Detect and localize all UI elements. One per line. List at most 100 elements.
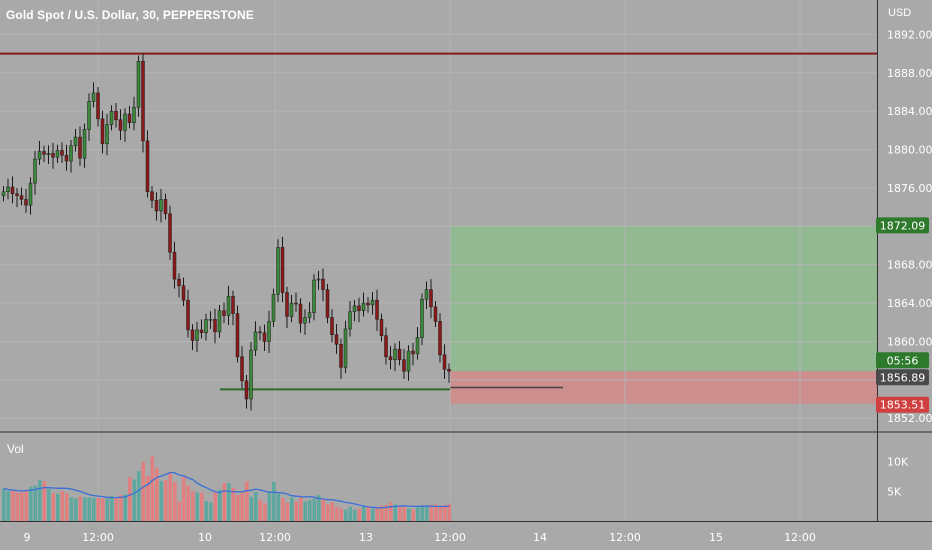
volume-tick-label: 10K [887, 456, 909, 469]
volume-bar [24, 489, 29, 521]
candle-body [231, 296, 235, 314]
time-tick-label: 13 [359, 531, 373, 544]
volume-bar [348, 506, 353, 521]
volume-bar [168, 473, 173, 521]
candle-body [28, 182, 33, 206]
volume-bar [87, 497, 92, 521]
volume-bar [11, 490, 15, 521]
volume-bar [2, 488, 6, 521]
candle-body [24, 199, 28, 206]
volume-bar [200, 492, 204, 521]
volume-bar [375, 507, 380, 521]
candle-body [159, 199, 163, 212]
volume-bar [299, 497, 303, 521]
candle-body [415, 337, 420, 355]
volume-bar [132, 479, 137, 521]
volume-bar [429, 504, 434, 521]
candle-body [352, 305, 357, 312]
volume-bar [380, 505, 384, 521]
candle-body [357, 305, 361, 311]
candle-body [141, 61, 145, 142]
volume-bar [330, 502, 335, 521]
candle-body [177, 278, 181, 287]
candle-body [258, 331, 262, 334]
price-axis[interactable]: 1892.00 1888.00 1884.00 1880.00 1876.00 1868.… [887, 28, 932, 498]
candle-body [235, 313, 240, 358]
candle-body [226, 296, 231, 316]
price-tick-label: 1888.00 [887, 67, 932, 80]
price-tick-label: 1852.00 [887, 412, 932, 425]
candle-body [348, 311, 352, 330]
candle-body [199, 329, 204, 334]
candle-body [420, 298, 424, 338]
candle-body [204, 319, 208, 334]
volume-tick-label: 5K [887, 485, 902, 498]
volume-series [2, 456, 452, 521]
volume-bar [254, 491, 258, 521]
volume-bar [65, 493, 69, 521]
candle-body [109, 110, 114, 125]
target-price-badge-bg [876, 217, 929, 234]
candle-body [316, 278, 321, 281]
volume-bar [411, 509, 416, 521]
volume-bar [335, 506, 339, 521]
candle-body [271, 294, 276, 322]
candle-body [289, 302, 294, 317]
candle-body [123, 113, 127, 131]
volume-pane-label: Vol [7, 442, 24, 456]
candle-body [384, 335, 388, 358]
candle-body [397, 348, 402, 360]
candle-body [10, 186, 15, 194]
volume-bar [213, 492, 218, 521]
candle-body [1, 191, 6, 196]
volume-bar [137, 471, 141, 521]
volume-bar [15, 492, 20, 521]
volume-bar [389, 502, 393, 521]
candle-body [393, 348, 397, 360]
time-tick-label: 12:00 [82, 531, 114, 544]
candle-body [69, 145, 73, 162]
candle-body [222, 310, 226, 316]
candle-body [64, 155, 69, 162]
candle-body [195, 329, 199, 341]
candle-body [118, 119, 123, 131]
candle-body [60, 150, 64, 156]
volume-bar [20, 491, 24, 521]
volume-bar [110, 496, 114, 521]
candle-body [294, 302, 298, 305]
candle-body [105, 124, 109, 145]
candle-body [285, 292, 289, 317]
horizontal-levels[interactable] [0, 52, 877, 391]
candle-body [190, 329, 195, 341]
chart-title: Gold Spot / U.S. Dollar, 30, PEPPERSTONE [6, 8, 254, 22]
volume-bar [326, 504, 330, 521]
candle-body [100, 118, 105, 145]
volume-moving-average-line [3, 471, 450, 509]
stop-price-badge-bg [876, 396, 929, 413]
volume-bar [353, 509, 357, 521]
time-axis[interactable]: 9 12:00 10 12:00 13 12:00 14 12:00 15 12:00 [24, 531, 816, 544]
volume-bar [447, 503, 452, 521]
volume-bar [218, 489, 222, 521]
candle-body [433, 306, 438, 322]
candle-body [244, 380, 249, 400]
candle-body [217, 310, 222, 333]
candle-body [366, 302, 370, 306]
candle-body [55, 150, 60, 158]
volume-bar [101, 498, 105, 521]
volume-bar [56, 493, 60, 521]
volume-bar [42, 481, 47, 521]
price-tick-label: 1884.00 [887, 105, 932, 118]
candle-body [325, 289, 330, 318]
candle-body [172, 251, 177, 280]
volume-bar [78, 496, 83, 521]
volume-bar [407, 508, 411, 521]
volume-bar [177, 501, 182, 521]
volume-bar [92, 497, 96, 521]
currency-unit-label: USD [888, 7, 912, 19]
volume-bar [308, 500, 312, 521]
volume-bar [74, 498, 78, 521]
volume-bar [434, 504, 438, 521]
volume-bar [285, 502, 290, 521]
